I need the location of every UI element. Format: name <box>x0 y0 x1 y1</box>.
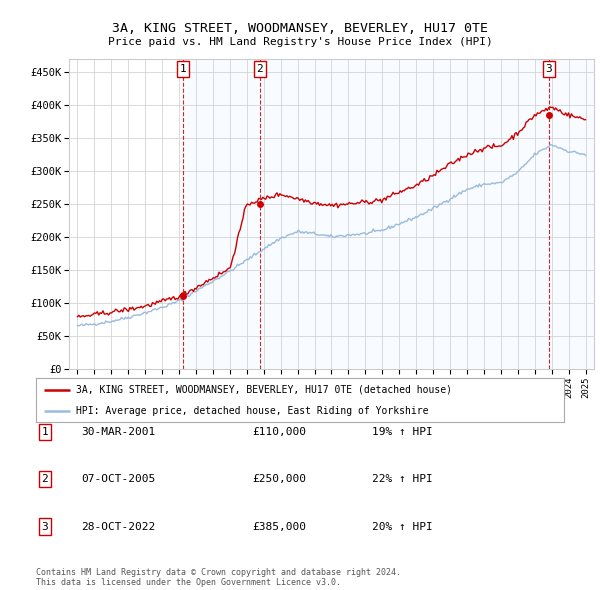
Text: 3A, KING STREET, WOODMANSEY, BEVERLEY, HU17 0TE: 3A, KING STREET, WOODMANSEY, BEVERLEY, H… <box>112 22 488 35</box>
Text: 07-OCT-2005: 07-OCT-2005 <box>81 474 155 484</box>
Text: 28-OCT-2022: 28-OCT-2022 <box>81 522 155 532</box>
Text: 3: 3 <box>41 522 49 532</box>
Text: Contains HM Land Registry data © Crown copyright and database right 2024.
This d: Contains HM Land Registry data © Crown c… <box>36 568 401 587</box>
Text: 30-MAR-2001: 30-MAR-2001 <box>81 427 155 437</box>
Text: 19% ↑ HPI: 19% ↑ HPI <box>372 427 433 437</box>
Text: 22% ↑ HPI: 22% ↑ HPI <box>372 474 433 484</box>
Text: £110,000: £110,000 <box>252 427 306 437</box>
Text: 3: 3 <box>545 64 552 74</box>
Bar <box>260 59 549 369</box>
Text: HPI: Average price, detached house, East Riding of Yorkshire: HPI: Average price, detached house, East… <box>76 406 428 416</box>
Text: 2: 2 <box>256 64 263 74</box>
Text: Price paid vs. HM Land Registry's House Price Index (HPI): Price paid vs. HM Land Registry's House … <box>107 37 493 47</box>
Text: 20% ↑ HPI: 20% ↑ HPI <box>372 522 433 532</box>
Text: 2: 2 <box>41 474 49 484</box>
Bar <box>549 59 594 369</box>
Text: £385,000: £385,000 <box>252 522 306 532</box>
Text: 1: 1 <box>41 427 49 437</box>
Text: £250,000: £250,000 <box>252 474 306 484</box>
Text: 1: 1 <box>180 64 187 74</box>
Text: 3A, KING STREET, WOODMANSEY, BEVERLEY, HU17 0TE (detached house): 3A, KING STREET, WOODMANSEY, BEVERLEY, H… <box>76 385 452 395</box>
Bar <box>184 59 260 369</box>
